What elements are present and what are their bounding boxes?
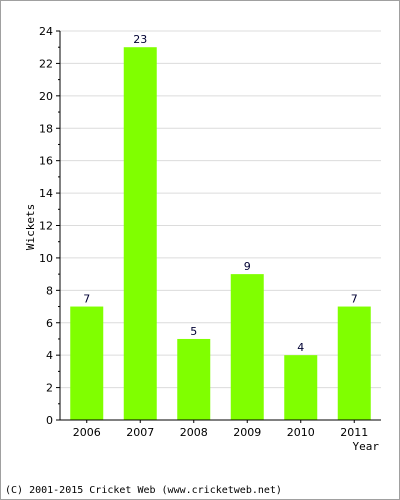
gridlines [60,30,381,389]
axes [56,30,381,423]
y-tick-label: 4 [46,349,53,362]
bar [284,355,318,420]
y-tick-label: 22 [39,57,53,70]
y-tick-label: 14 [39,187,53,200]
y-tick-label: 12 [39,220,53,233]
data-label: 5 [190,325,197,338]
y-tick-label: 18 [39,122,53,135]
data-label: 7 [351,293,358,306]
data-label: 23 [133,33,147,46]
data-label: 9 [244,260,251,273]
y-tick-label: 16 [39,155,53,168]
bar [70,306,104,420]
bar [337,306,371,420]
x-tick-label: 2006 [73,426,101,439]
y-tick-label: 0 [46,414,53,427]
bar [177,338,211,420]
bars [70,47,371,420]
bar [123,47,157,420]
x-tick-label: 2010 [287,426,315,439]
bar [230,274,264,420]
y-tick-label: 6 [46,317,53,330]
x-tick-label: 2011 [340,426,368,439]
y-axis-title: Wickets [24,204,37,250]
y-tick-label: 8 [46,284,53,297]
y-tick-label: 20 [39,90,53,103]
labels: 0246810121416182022247200623200752008920… [39,25,368,439]
y-tick-label: 10 [39,252,53,265]
x-tick-label: 2009 [233,426,261,439]
data-label: 7 [83,293,90,306]
x-tick-label: 2007 [126,426,154,439]
data-label: 4 [297,341,304,354]
x-tick-label: 2008 [180,426,208,439]
copyright-footer: (C) 2001-2015 Cricket Web (www.cricketwe… [5,485,282,496]
y-tick-label: 2 [46,382,53,395]
x-axis-title: Year [353,440,380,453]
y-tick-label: 24 [39,25,53,38]
